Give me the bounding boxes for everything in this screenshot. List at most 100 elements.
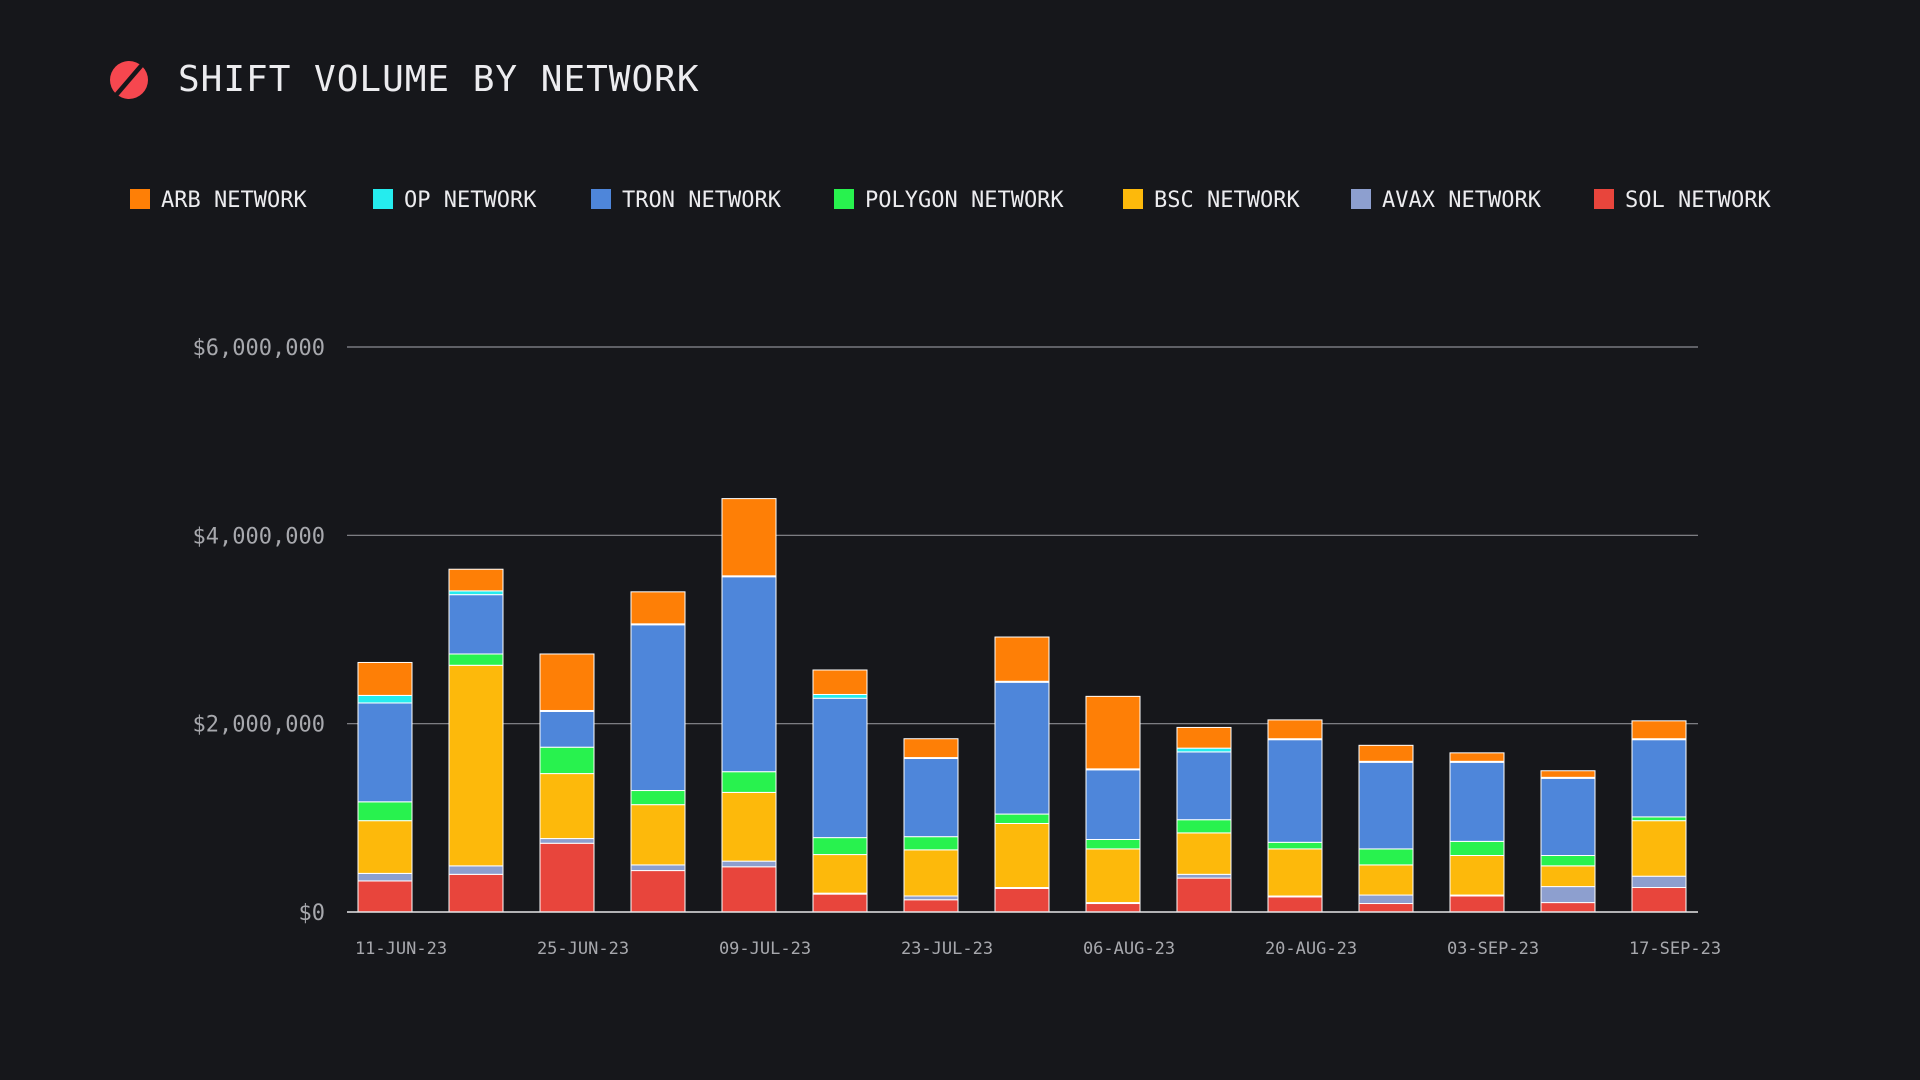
bar-segment[interactable] (1540, 886, 1596, 904)
bar-segment[interactable] (903, 758, 959, 838)
bar-segment[interactable] (994, 887, 1050, 913)
bar-segment[interactable] (1540, 770, 1596, 778)
bar-segment[interactable] (812, 697, 868, 839)
bar-stack (1631, 720, 1687, 913)
bar-segment[interactable] (1085, 848, 1141, 904)
x-tick-label: 20-AUG-23 (1265, 939, 1357, 959)
bar-segment[interactable] (812, 693, 868, 699)
bar-segment[interactable] (1358, 848, 1414, 866)
bar-segment[interactable] (994, 636, 1050, 682)
legend-item[interactable]: POLYGON NETWORK (834, 188, 1064, 213)
legend-item[interactable]: TRON NETWORK (591, 188, 782, 213)
bar-segment[interactable] (721, 576, 777, 773)
bar-segment[interactable] (448, 873, 504, 913)
bar-segment[interactable] (1631, 887, 1687, 913)
bar-segment[interactable] (1176, 819, 1232, 834)
bar-segment[interactable] (812, 854, 868, 894)
bar-segment[interactable] (357, 872, 413, 882)
bar-segment[interactable] (357, 880, 413, 913)
bar-segment[interactable] (1631, 875, 1687, 889)
bar-segment[interactable] (630, 804, 686, 866)
bar-segment[interactable] (1267, 848, 1323, 897)
bar-segment[interactable] (1540, 902, 1596, 913)
bar-segment[interactable] (1267, 841, 1323, 850)
bar-segment[interactable] (903, 895, 959, 901)
bar-segment[interactable] (630, 870, 686, 913)
bar-segment[interactable] (812, 669, 868, 695)
bar-segment[interactable] (1358, 894, 1414, 905)
bar-segment[interactable] (1176, 751, 1232, 821)
bar-segment[interactable] (903, 738, 959, 759)
bar-segment[interactable] (721, 771, 777, 793)
bar-stack (539, 653, 595, 913)
bar-segment[interactable] (357, 702, 413, 803)
bar-segment[interactable] (539, 773, 595, 840)
legend-item[interactable]: SOL NETWORK (1594, 188, 1771, 213)
bar-segment[interactable] (1449, 855, 1505, 896)
bar-segment[interactable] (721, 866, 777, 913)
bar-segment[interactable] (994, 681, 1050, 815)
bar-segment[interactable] (721, 498, 777, 577)
legend-item[interactable]: OP NETWORK (373, 188, 537, 213)
bar-segment[interactable] (448, 590, 504, 596)
bar-segment[interactable] (1267, 896, 1323, 913)
bar-segment[interactable] (539, 710, 595, 748)
bar-segment[interactable] (1267, 739, 1323, 843)
bar-segment[interactable] (357, 820, 413, 874)
bar-segment[interactable] (357, 661, 413, 696)
bar-segment[interactable] (1540, 865, 1596, 888)
bar-segment[interactable] (1358, 761, 1414, 850)
bar-segment[interactable] (1631, 739, 1687, 818)
bar-segment[interactable] (1176, 832, 1232, 875)
bar-segment[interactable] (1176, 747, 1232, 753)
bar-segment[interactable] (1540, 777, 1596, 856)
bar-segment[interactable] (1358, 864, 1414, 896)
bar-segment[interactable] (994, 813, 1050, 824)
bar-segment[interactable] (539, 746, 595, 775)
bar-segment[interactable] (1631, 720, 1687, 740)
bar-segment[interactable] (1631, 820, 1687, 877)
bar-segment[interactable] (630, 790, 686, 806)
bar-segment[interactable] (1358, 744, 1414, 762)
bar-segment[interactable] (1085, 838, 1141, 850)
bar-segment[interactable] (994, 822, 1050, 889)
bar-segment[interactable] (630, 864, 686, 872)
bar-segment[interactable] (903, 849, 959, 897)
legend-item[interactable]: AVAX NETWORK (1351, 188, 1542, 213)
bar-segment[interactable] (357, 694, 413, 704)
bar-segment[interactable] (1631, 816, 1687, 822)
bar-segment[interactable] (448, 594, 504, 655)
bar-segment[interactable] (812, 837, 868, 856)
bar-segment[interactable] (1085, 695, 1141, 770)
bar-segment[interactable] (630, 591, 686, 625)
bar-segment[interactable] (1085, 769, 1141, 840)
bar-segment[interactable] (721, 860, 777, 868)
legend-item[interactable]: BSC NETWORK (1123, 188, 1300, 213)
bar-segment[interactable] (1449, 761, 1505, 842)
bar-segment[interactable] (448, 664, 504, 867)
bar-segment[interactable] (1449, 895, 1505, 913)
bar-segment[interactable] (539, 653, 595, 711)
bar-segment[interactable] (903, 836, 959, 851)
bar-segment[interactable] (1176, 877, 1232, 913)
bar-segment[interactable] (1267, 719, 1323, 740)
bar-segment[interactable] (357, 801, 413, 822)
bar-segment[interactable] (1449, 752, 1505, 762)
bar-segment[interactable] (448, 865, 504, 875)
bar-segment[interactable] (1085, 903, 1141, 913)
bar-stack (994, 636, 1050, 913)
bar-segment[interactable] (1449, 840, 1505, 856)
bar-segment[interactable] (1358, 903, 1414, 913)
bar-segment[interactable] (539, 842, 595, 913)
bar-segment[interactable] (1540, 855, 1596, 867)
bar-segment[interactable] (1176, 726, 1232, 749)
bar-segment[interactable] (448, 653, 504, 666)
bar-segment[interactable] (721, 791, 777, 862)
legend-item[interactable]: ARB NETWORK (130, 188, 307, 213)
bar-segment[interactable] (448, 568, 504, 592)
bar-segment[interactable] (812, 893, 868, 913)
bar-segment[interactable] (1176, 873, 1232, 879)
bar-segment[interactable] (903, 899, 959, 913)
bar-segment[interactable] (630, 624, 686, 792)
bar-segment[interactable] (539, 838, 595, 844)
